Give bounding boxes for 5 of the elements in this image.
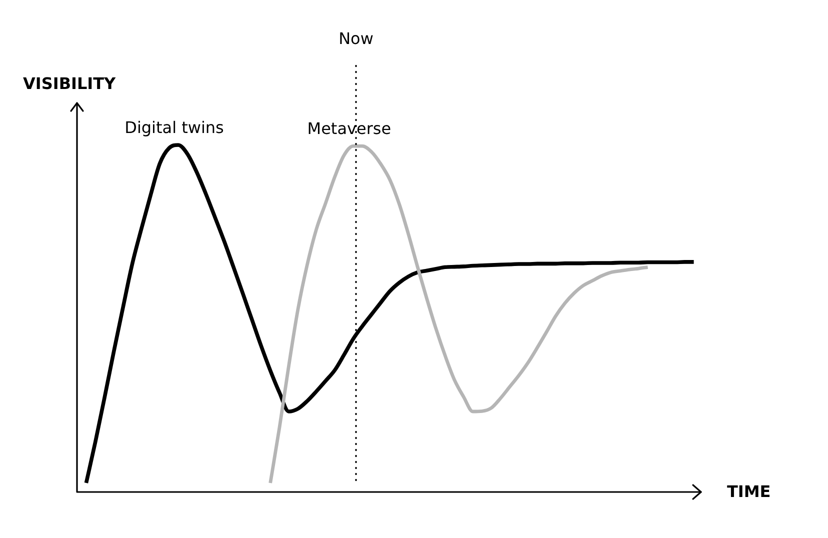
series-label: Metaverse — [307, 119, 392, 138]
series-label: Digital twins — [124, 118, 224, 138]
x-axis-title: TIME — [727, 482, 771, 502]
text: Now — [338, 29, 374, 48]
y-axis-title: VISIBILITY — [23, 74, 116, 94]
